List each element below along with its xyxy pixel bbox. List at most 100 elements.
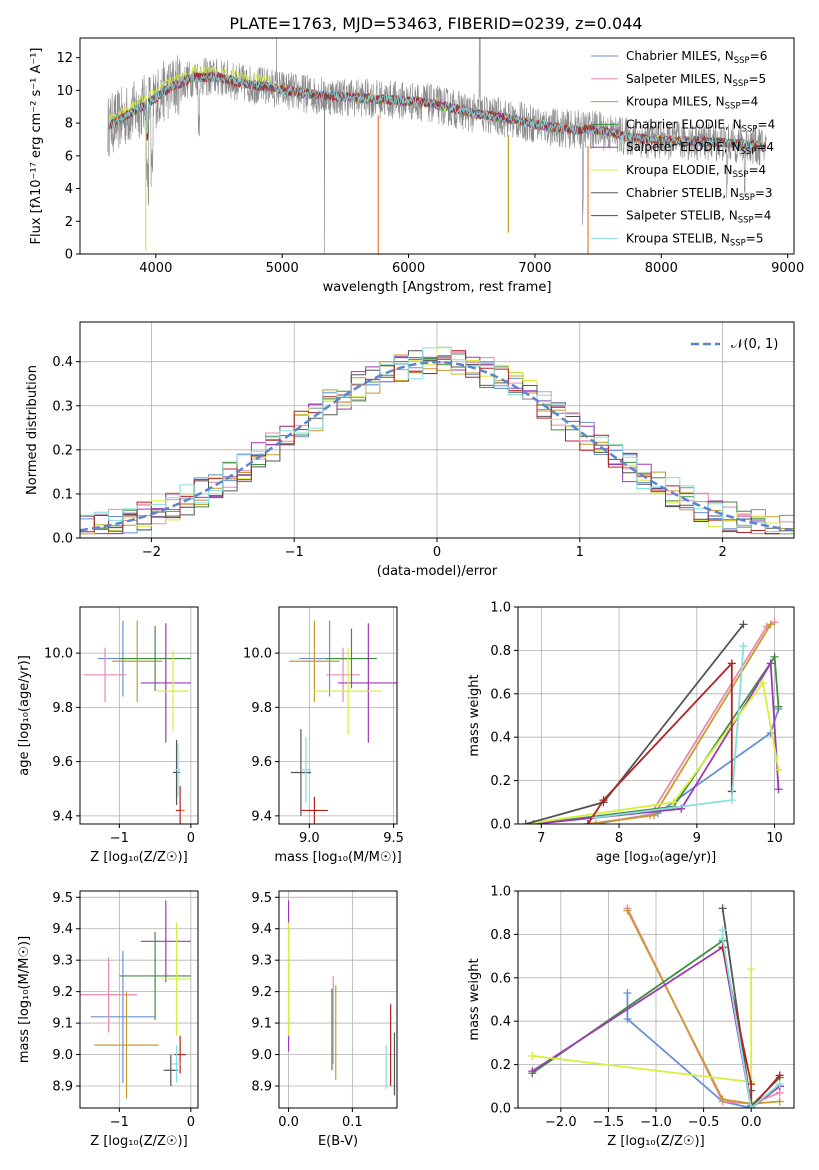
y-tick-label: 0.0 [52,532,73,547]
mass-vs-ebv-panel: 0.0 0.1 8.9 9.0 9.1 9.2 9.3 9.4 9.5 E(B-V) [251,890,398,1149]
y-tick-label: 12 [56,51,73,66]
model-spectrum-line [108,72,766,151]
axes-frame [79,37,795,255]
data-point-marker [747,965,756,974]
weight-vs-age-panel: 7 8 9 10 0.0 0.2 0.4 0.6 0.8 1.0 age [log₁₀(age/yr… [467,601,795,865]
data-point-marker [770,652,779,661]
legend-label: 𝒩(0, 1) [731,337,778,352]
y-axis-label: mass [log₁₀(M/M☉)] [17,936,32,1063]
y-tick-label: 8.9 [251,1079,272,1094]
x-tick-label: −2.0 [545,1115,577,1130]
y-tick-label: 0.8 [490,928,511,943]
x-tick-label: 2 [718,545,726,560]
mass-weight-line [525,680,780,824]
y-tick-label: 0.1 [52,487,73,502]
mass-weight-line [595,708,780,824]
spectrum-panel: 4000 5000 6000 7000 8000 9000 0 2 4 6 8 10 12 wavelen… [29,37,804,295]
y-tick-label: 0.2 [490,1058,511,1073]
legend-label: Salpeter ELODIE, NSSP=4 [626,140,774,157]
x-axis-label: Z [log₁₀(Z/Z☉)] [90,850,187,865]
x-tick-label: 0.0 [741,1115,762,1130]
x-tick-label: 4000 [139,261,172,276]
data-point-marker [766,659,775,668]
residual-histogram-line [80,346,794,535]
data-point-marker [583,820,592,824]
x-tick-label: −0.5 [688,1115,720,1130]
legend-label: Kroupa STELIB, NSSP=5 [626,231,764,248]
y-tick-label: 9.2 [251,985,272,1000]
y-tick-label: 9.3 [251,954,272,969]
mass-weight-line [533,654,780,824]
axes-frame [278,890,398,1109]
y-tick-label: 9.0 [251,1048,272,1063]
y-tick-label: 9.6 [251,755,272,770]
data-point-marker [623,906,632,915]
data-point-marker [727,659,736,668]
x-tick-label: −1.0 [640,1115,672,1130]
axes-frame [79,890,199,1109]
y-tick-label: 0.0 [490,818,511,833]
x-tick-label: −1 [110,831,129,846]
data-point-marker [727,796,736,805]
y-tick-label: 9.6 [52,755,73,770]
y-tick-label: 4 [65,182,73,197]
legend-label: Kroupa MILES, NSSP=4 [626,95,758,112]
y-tick-label: 9.4 [251,809,272,824]
mass-vs-metallicity-panel: −1 0 8.9 9.0 9.1 9.2 9.3 9.4 9.5 Z [log₁₀(Z/Z☉)] m… [17,890,199,1149]
y-tick-label: 10.0 [44,647,73,662]
age-vs-mass-panel: 9.0 9.5 9.4 9.6 9.8 10.0 mass [log₁₀(M/M☉)] [243,606,404,865]
y-tick-label: 9.2 [52,985,73,1000]
plot-area [528,904,784,1108]
residual-histogram-line [80,350,794,535]
x-axis-label: E(B-V) [318,1134,358,1149]
y-tick-label: 0.6 [490,971,511,986]
x-tick-label: 0.1 [342,1115,363,1130]
legend-label: Salpeter MILES, NSSP=5 [626,72,766,89]
y-axis-label: mass weight [467,674,482,756]
data-point-marker [774,765,783,774]
x-axis-label: age [log₁₀(age/yr)] [596,850,717,865]
x-tick-label: −1 [285,545,304,560]
data-point-marker [718,934,727,943]
x-tick-label: −2 [142,545,161,560]
data-point-marker [528,1067,537,1076]
y-tick-label: 0.4 [52,355,73,370]
mass-weight-line [587,661,733,824]
y-tick-label: 0.2 [52,443,73,458]
x-axis-label: mass [log₁₀(M/M☉)] [274,850,401,865]
mass-weight-line [626,910,780,1105]
x-tick-label: 8000 [645,261,678,276]
y-tick-label: 9.8 [251,701,272,716]
y-tick-label: 9.5 [52,891,73,906]
x-tick-label: 1 [576,545,584,560]
plot-area [83,620,191,824]
legend-label: Kroupa ELODIE, NSSP=4 [626,163,766,180]
legend-label: Chabrier ELODIE, NSSP=4 [626,117,775,134]
axes-frame [517,606,795,825]
x-axis-label: Z [log₁₀(Z/Z☉)] [607,1134,704,1149]
data-point-marker [775,1097,784,1106]
x-axis-label: Z [log₁₀(Z/Z☉)] [90,1134,187,1149]
axes-frame [79,606,199,825]
y-tick-label: 10.0 [243,647,272,662]
legend-label: Chabrier MILES, NSSP=6 [626,49,767,66]
plot-area [521,618,783,824]
data-point-marker [766,620,775,629]
plot-area [80,346,794,535]
data-point-marker [758,678,767,687]
y-tick-label: 0.3 [52,399,73,414]
y-tick-label: 6 [65,149,73,164]
y-tick-label: 9.4 [52,922,73,937]
y-tick-label: 9.0 [52,1048,73,1063]
x-tick-label: 0 [187,831,195,846]
x-tick-label: 0 [187,1115,195,1130]
x-tick-label: 7000 [518,261,551,276]
y-tick-label: 10 [56,84,73,99]
figure-title: PLATE=1763, MJD=53463, FIBERID=0239, z=0… [229,14,642,33]
model-spectrum-line [108,71,766,151]
data-point-marker [747,1104,756,1108]
plot-area [107,38,767,254]
data-point-marker [591,813,600,822]
y-axis-label: age [log₁₀(age/yr)] [17,655,32,776]
